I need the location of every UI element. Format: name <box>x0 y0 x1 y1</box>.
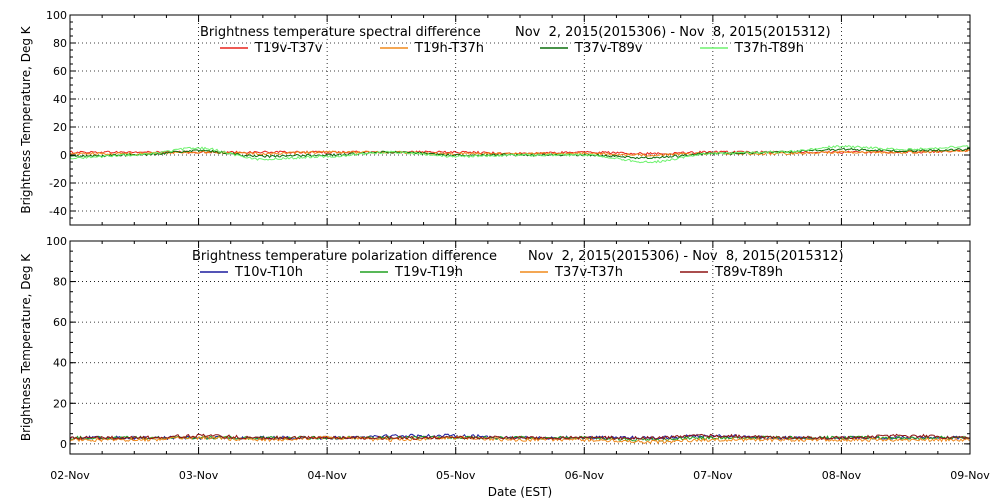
series-line-t37v-t89v <box>70 147 971 160</box>
x-tick-label: 04-Nov <box>307 469 347 482</box>
legend-label: T37h-T89h <box>734 41 804 56</box>
polarization-chart-title: Brightness temperature polarization diff… <box>192 249 497 264</box>
spectral-date-range: Nov 2, 2015(2015306) - Nov 8, 2015(20153… <box>515 25 831 40</box>
y-tick-label: 100 <box>46 235 67 248</box>
y-tick-label: 80 <box>53 37 67 50</box>
spectral-difference-panel: -40 -20 0 20 40 60 80 100 Brightness temperatur… <box>19 9 971 226</box>
x-tick-label: 09-Nov <box>950 469 990 482</box>
series-line-t37h-t89h <box>69 145 971 164</box>
spectral-chart-title: Brightness temperature spectral differen… <box>200 25 481 40</box>
y-tick-label: 40 <box>53 357 67 370</box>
spectral-series <box>69 145 971 164</box>
x-tick-label: 05-Nov <box>436 469 476 482</box>
spectral-y-axis-label: Brightness Temperature, Deg K <box>19 25 33 213</box>
y-tick-label: 0 <box>60 438 67 451</box>
spectral-grid <box>70 15 970 225</box>
polarization-series <box>69 433 971 445</box>
series-line-t89v-t89h <box>69 433 971 441</box>
y-tick-label: 60 <box>53 316 67 329</box>
legend-label: T37v-T89v <box>574 41 643 56</box>
spectral-plot-frame <box>69 14 971 226</box>
y-tick-label: 40 <box>53 93 67 106</box>
x-tick-label: 07-Nov <box>693 469 733 482</box>
spectral-x-ticks <box>69 15 971 225</box>
polarization-plot-frame <box>69 240 971 455</box>
y-tick-label: -40 <box>49 205 67 218</box>
legend-label: T19v-T37v <box>254 41 323 56</box>
polarization-grid <box>70 241 970 454</box>
y-tick-label: 60 <box>53 65 67 78</box>
x-tick-label: 03-Nov <box>179 469 219 482</box>
legend-label: T19v-T19h <box>394 265 463 280</box>
y-tick-label: 20 <box>53 121 67 134</box>
y-tick-label: 20 <box>53 397 67 410</box>
polarization-x-ticks: 02-Nov 03-Nov 04-Nov 05-Nov 06-Nov 07-Nov 08-N… <box>50 241 990 482</box>
polarization-y-axis-label: Brightness Temperature, Deg K <box>19 253 33 441</box>
polarization-legend: T10v-T10h T19v-T19h T37v-T37h T89v-T89h <box>200 265 783 280</box>
x-tick-label: 08-Nov <box>822 469 862 482</box>
x-tick-label: 06-Nov <box>565 469 605 482</box>
polarization-y-ticks: 0 20 40 60 80 100 <box>46 235 970 455</box>
legend-label: T19h-T37h <box>414 41 484 56</box>
spectral-y-ticks: -40 -20 0 20 40 60 80 100 <box>46 9 970 226</box>
series-line-t37v-t37h <box>69 435 971 445</box>
legend-label: T37v-T37h <box>554 265 623 280</box>
spectral-legend: T19v-T37v T19h-T37h T37v-T89v T37h-T89h <box>220 41 804 56</box>
x-tick-label: 02-Nov <box>50 469 90 482</box>
y-tick-label: 100 <box>46 9 67 22</box>
x-axis-label: Date (EST) <box>488 485 552 499</box>
polarization-date-range: Nov 2, 2015(2015306) - Nov 8, 2015(20153… <box>528 249 844 264</box>
legend-label: T10v-T10h <box>234 265 303 280</box>
polarization-difference-panel: 0 20 40 60 80 100 02-Nov 03-Nov 04-Nov 05-Nov 06-… <box>19 235 990 499</box>
y-tick-label: 80 <box>53 276 67 289</box>
legend-label: T89v-T89h <box>714 265 783 280</box>
y-tick-label: -20 <box>49 177 67 190</box>
y-tick-label: 0 <box>60 149 67 162</box>
